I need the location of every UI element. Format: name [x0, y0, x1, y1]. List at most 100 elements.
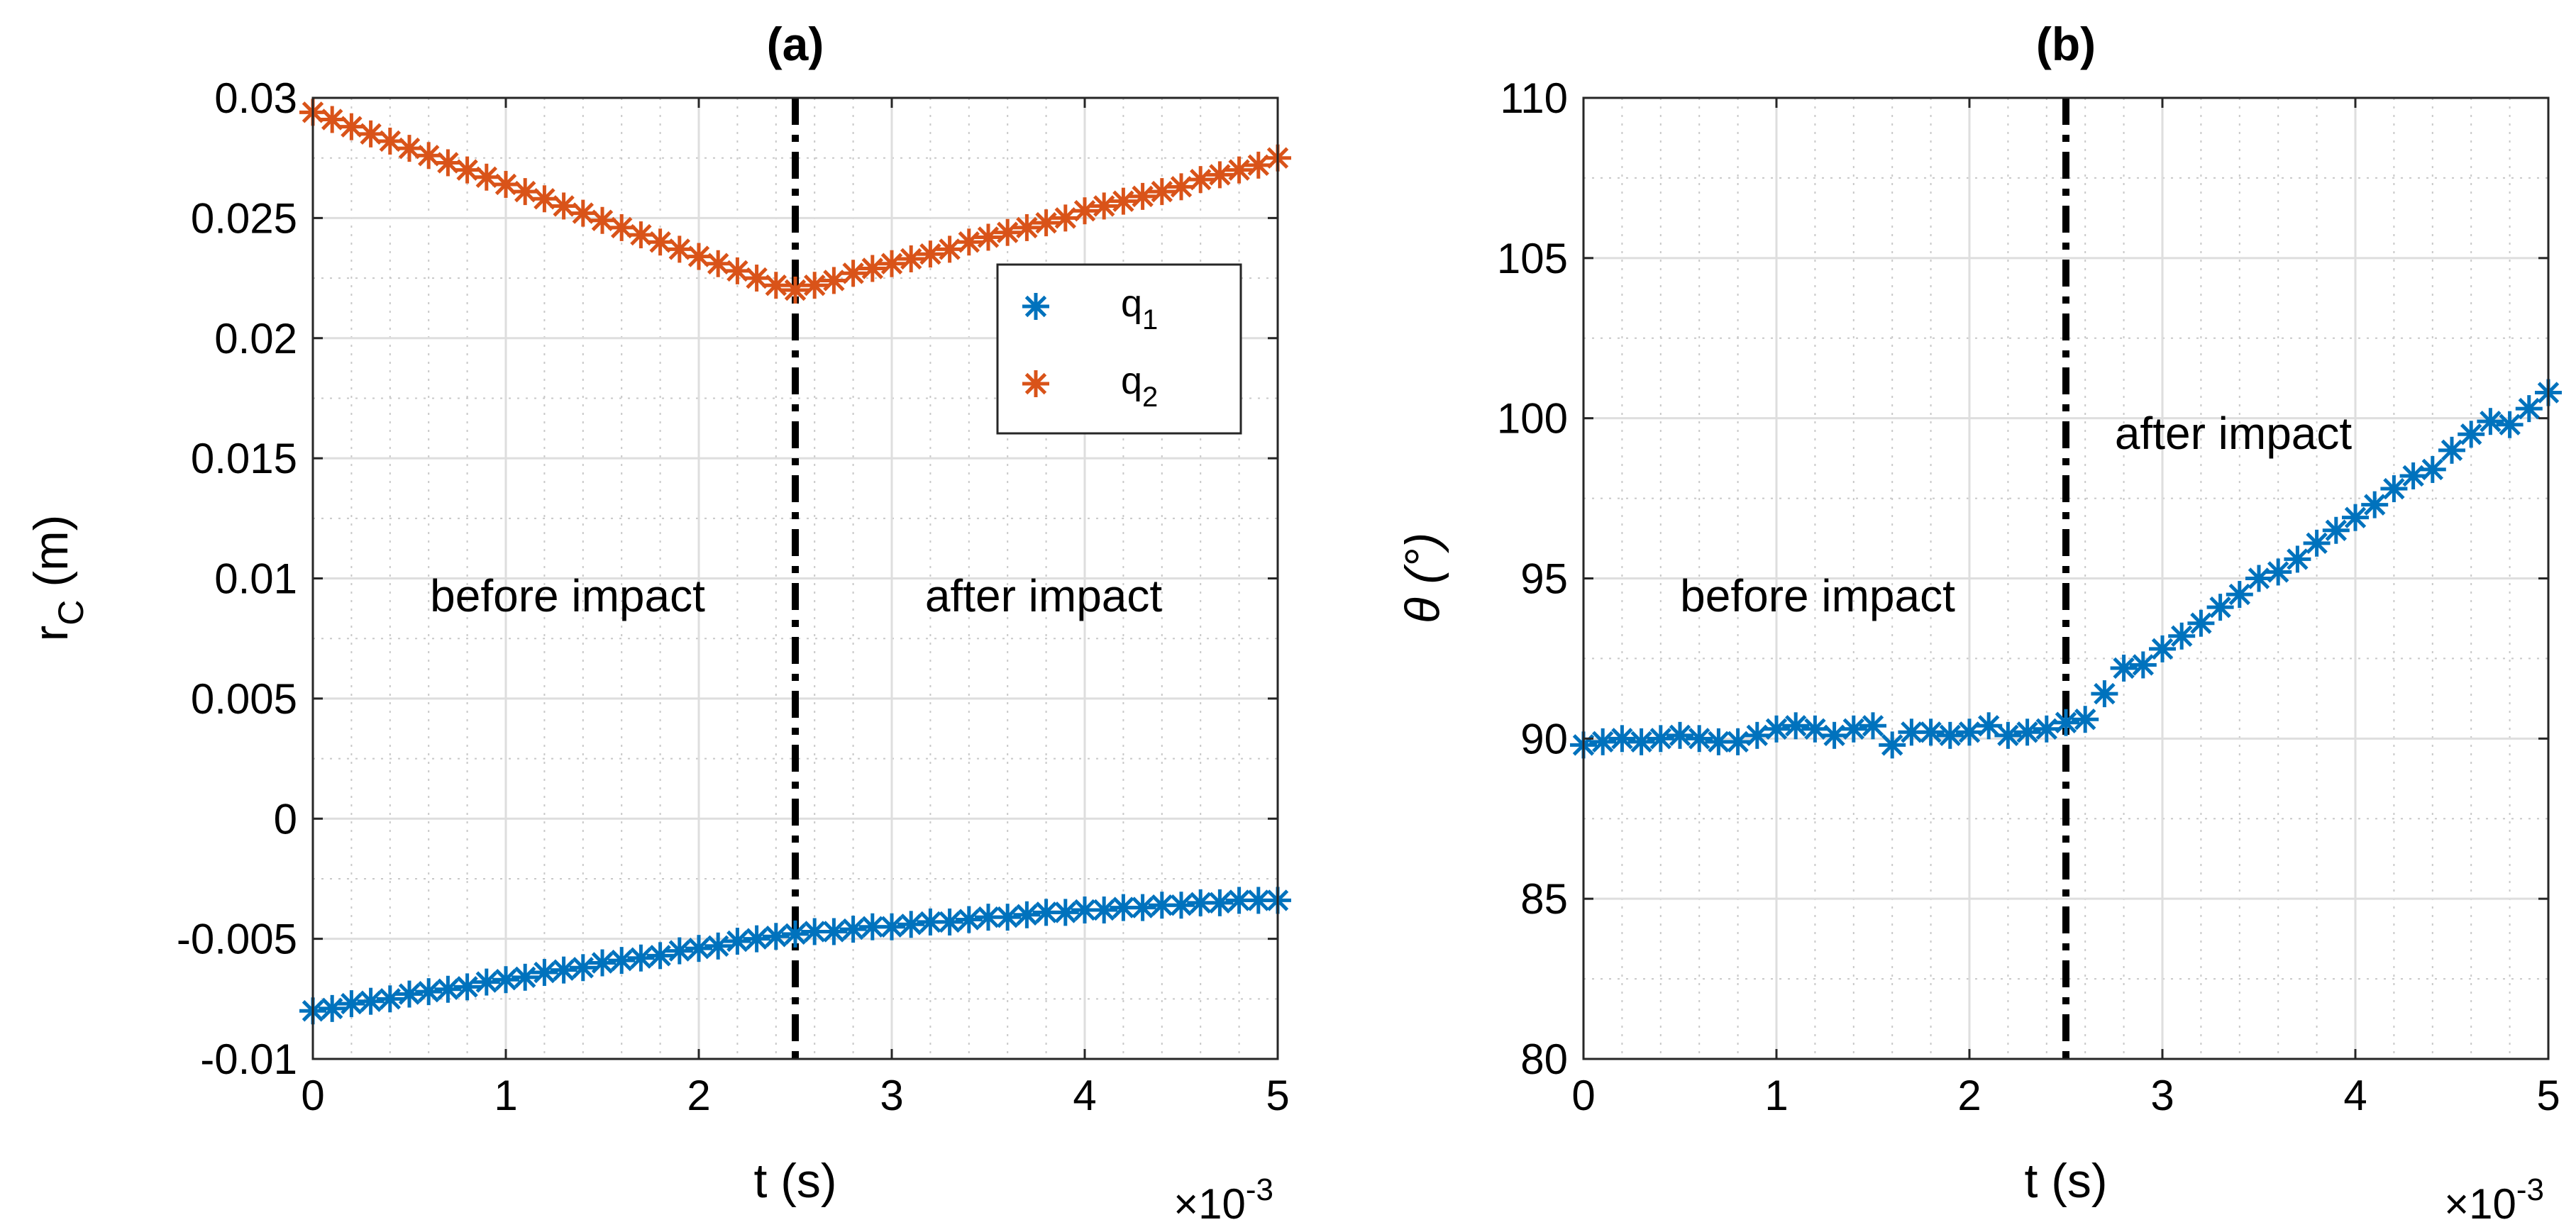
panel-a: 0 1 2 3 4 5 -0.01 -0.005 0 0.005 0.01 0.015 0.02 0.02… — [24, 18, 1291, 1228]
data-point-q1 — [2322, 516, 2350, 544]
x-multiplier-b-base: ×10 — [2444, 1180, 2516, 1228]
x-tick-label: 2 — [687, 1072, 710, 1119]
axes-a-series — [299, 99, 1291, 1025]
legend-label-q2-main: q — [1121, 360, 1142, 402]
axes-b-ticks: 0 1 2 3 4 5 80 85 90 95 100 105 110 — [1497, 74, 2560, 1119]
x-tick-label: 4 — [2343, 1072, 2367, 1119]
y-tick-label: 0.005 — [191, 675, 297, 723]
data-point-q2 — [1168, 173, 1195, 201]
y-axis-label-a-unit: (m) — [24, 515, 78, 587]
y-axis-label-a-sub: C — [51, 600, 91, 626]
data-point-q1 — [1763, 715, 1790, 743]
data-point-q1 — [453, 973, 481, 1001]
legend-marker-q1-star — [1022, 293, 1049, 320]
x-multiplier-b-exp: -3 — [2516, 1172, 2544, 1207]
data-point-q2 — [975, 223, 1002, 251]
data-point-q1 — [858, 913, 886, 940]
data-point-q1 — [569, 954, 597, 982]
data-point-q1 — [2072, 706, 2099, 733]
data-point-q2 — [531, 185, 558, 213]
data-point-q2 — [917, 240, 944, 268]
data-point-q1 — [936, 908, 963, 936]
data-point-q1 — [2013, 718, 2041, 746]
data-point-q1 — [1956, 718, 1983, 746]
data-point-q2 — [1244, 151, 1272, 179]
annotation-a-before: before impact — [430, 570, 705, 621]
data-point-q2 — [550, 192, 577, 220]
y-tick-label: 0 — [274, 795, 297, 843]
data-point-q2 — [878, 250, 905, 277]
data-point-q2 — [743, 265, 770, 292]
data-point-q2 — [434, 149, 462, 177]
x-tick-label: 3 — [880, 1072, 903, 1119]
x-tick-label: 1 — [1764, 1072, 1788, 1119]
data-point-q1 — [338, 990, 365, 1018]
data-point-q2 — [936, 235, 963, 263]
data-point-q1 — [955, 906, 983, 933]
data-point-q1 — [627, 944, 655, 972]
data-point-q2 — [492, 170, 519, 198]
data-point-q2 — [685, 243, 712, 270]
data-point-q2 — [627, 221, 655, 249]
data-point-q1 — [2284, 545, 2311, 573]
data-point-q2 — [1129, 182, 1156, 210]
data-point-q1 — [1743, 721, 1771, 749]
y-tick-label: 105 — [1497, 235, 1568, 282]
data-point-q1 — [1840, 715, 1867, 743]
legend-marker-q2-star — [1022, 370, 1049, 397]
legend-marker-q1 — [1022, 293, 1049, 320]
y-tick-label: 0.025 — [191, 194, 297, 242]
data-point-q1 — [1724, 728, 1752, 755]
data-point-q1 — [396, 980, 423, 1008]
legend-marker-q2 — [1022, 370, 1049, 397]
data-point-q2 — [512, 178, 539, 206]
y-tick-label: 80 — [1520, 1036, 1568, 1083]
legend-label-q2-sub: 2 — [1142, 382, 1158, 413]
data-point-q1 — [434, 975, 462, 1003]
data-point-q1 — [1627, 728, 1655, 755]
x-tick-label: 4 — [1073, 1072, 1096, 1119]
data-point-q1 — [1168, 892, 1195, 919]
data-point-q2 — [839, 260, 867, 287]
data-point-q2 — [1071, 197, 1098, 225]
data-point-q1 — [994, 904, 1022, 931]
x-tick-label: 5 — [2536, 1072, 2560, 1119]
data-point-q1 — [1879, 731, 1906, 759]
data-point-q1 — [1917, 718, 1945, 746]
axes-b-series — [1570, 379, 2562, 759]
data-point-q2 — [396, 135, 423, 162]
data-point-q2 — [1225, 156, 1253, 184]
x-multiplier-a-base: ×10 — [1173, 1180, 1246, 1228]
data-point-q2 — [415, 142, 443, 170]
data-point-q2 — [1148, 178, 1176, 206]
data-point-q1 — [589, 949, 616, 977]
data-point-q1 — [665, 937, 693, 965]
data-point-q1 — [1994, 721, 2022, 749]
legend-a: q1 q2 — [996, 263, 1242, 435]
chart-a-title: (a) — [767, 18, 824, 70]
data-point-q1 — [1032, 899, 1060, 926]
data-point-q1 — [1782, 712, 1810, 740]
annotation-a-after: after impact — [925, 570, 1163, 621]
data-point-q1 — [1647, 725, 1674, 753]
data-point-q1 — [2342, 504, 2369, 531]
data-point-q2 — [319, 106, 346, 133]
data-point-q2 — [589, 206, 616, 234]
data-point-q1 — [2091, 680, 2118, 708]
data-point-q2 — [1110, 187, 1137, 215]
annotation-b-before: before impact — [1680, 570, 1955, 621]
data-point-q1 — [2419, 455, 2446, 483]
data-point-q1 — [743, 925, 770, 953]
data-point-q1 — [2149, 635, 2176, 662]
y-tick-label: 90 — [1520, 715, 1568, 762]
data-point-q2 — [955, 228, 983, 256]
data-point-q1 — [2265, 558, 2292, 586]
x-tick-label: 5 — [1266, 1072, 1289, 1119]
data-point-q1 — [1051, 899, 1079, 926]
y-tick-label: 110 — [1500, 74, 1568, 122]
data-point-q1 — [1820, 721, 1848, 749]
data-point-q1 — [319, 994, 346, 1022]
y-axis-label-a-main: r — [24, 626, 78, 642]
data-point-q1 — [1244, 887, 1272, 914]
